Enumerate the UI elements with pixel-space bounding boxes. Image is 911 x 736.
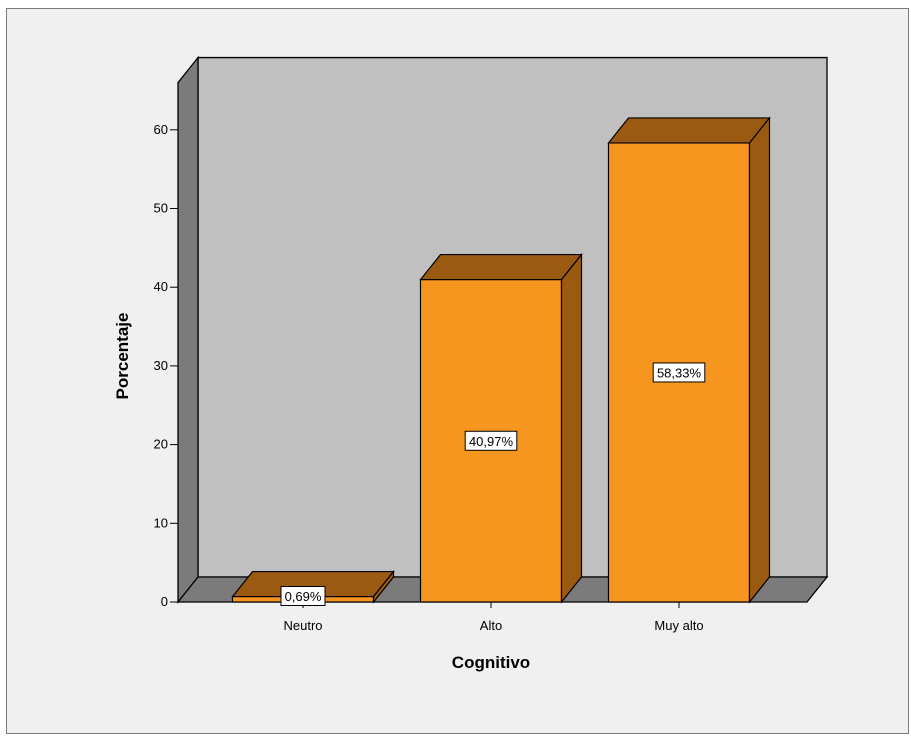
data-label-box <box>464 430 518 451</box>
y-axis: 0 10 20 30 40 50 60 <box>154 122 178 609</box>
bar-side <box>560 252 583 604</box>
y-tick-label: 0 <box>161 594 168 609</box>
bar-3 <box>607 116 771 604</box>
x-tick-label: Neutro <box>283 618 322 633</box>
data-label-text: 40,97% <box>469 434 514 449</box>
x-tick-label: Muy alto <box>654 618 703 633</box>
data-label-text: 58,33% <box>657 365 702 380</box>
bar-side <box>748 116 771 604</box>
data-label: 58,33% <box>652 362 706 383</box>
y-tick-label: 20 <box>154 437 168 452</box>
bar-top <box>419 253 583 281</box>
bar-2 <box>419 252 583 604</box>
bar-side <box>372 569 395 604</box>
data-label-box <box>652 362 706 383</box>
bar-top <box>607 117 771 144</box>
y-tick-label: 40 <box>154 279 168 294</box>
x-axis-title: Cognitivo <box>452 653 530 672</box>
data-label-box <box>280 586 326 606</box>
data-label: 0,69% <box>280 586 326 606</box>
y-tick-label: 30 <box>154 358 168 373</box>
data-label: 40,97% <box>464 430 518 451</box>
bars <box>231 116 771 604</box>
data-labels: 0,69% 40,97% 58,33% <box>280 362 706 606</box>
data-label-text: 0,69% <box>285 589 322 604</box>
y-axis-title: Porcentaje <box>113 313 132 400</box>
side-wall <box>177 55 199 604</box>
x-tick-label: Alto <box>480 618 502 633</box>
y-tick-label: 60 <box>154 122 168 137</box>
y-tick-label: 10 <box>154 515 168 530</box>
y-tick-label: 50 <box>154 201 168 216</box>
x-axis: Neutro Alto Muy alto <box>283 602 704 633</box>
